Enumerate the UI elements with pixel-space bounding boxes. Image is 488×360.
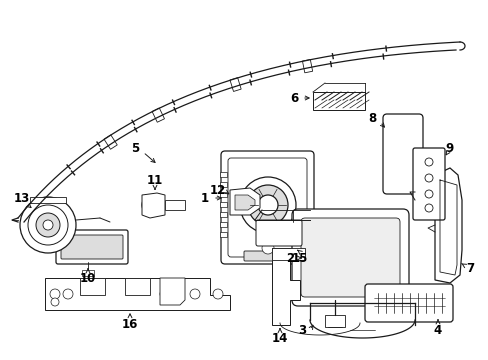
Polygon shape [235, 195, 254, 210]
Polygon shape [271, 248, 305, 260]
Text: 7: 7 [465, 261, 473, 274]
FancyBboxPatch shape [227, 158, 306, 257]
Text: 3: 3 [297, 324, 305, 337]
Circle shape [50, 289, 60, 299]
Bar [325, 315, 345, 327]
Text: 1: 1 [201, 192, 209, 204]
Polygon shape [30, 197, 66, 203]
Bar [220, 222, 226, 227]
Circle shape [424, 158, 432, 166]
Text: 13: 13 [14, 192, 30, 204]
Circle shape [146, 199, 158, 211]
Polygon shape [125, 278, 150, 295]
Circle shape [63, 289, 73, 299]
FancyBboxPatch shape [301, 218, 399, 297]
Polygon shape [302, 59, 312, 73]
Circle shape [213, 289, 223, 299]
FancyBboxPatch shape [256, 220, 302, 246]
Text: 6: 6 [289, 91, 298, 104]
Bar [220, 212, 226, 217]
Circle shape [262, 242, 273, 254]
FancyBboxPatch shape [291, 209, 408, 306]
Text: 2: 2 [285, 252, 293, 265]
Circle shape [20, 197, 76, 253]
Circle shape [190, 289, 200, 299]
Bar [220, 202, 226, 207]
Text: 14: 14 [271, 332, 287, 345]
FancyBboxPatch shape [61, 235, 123, 259]
FancyBboxPatch shape [244, 251, 275, 261]
Text: 4: 4 [433, 324, 441, 337]
Circle shape [43, 220, 53, 230]
Polygon shape [434, 168, 461, 283]
Polygon shape [229, 78, 241, 91]
Text: 15: 15 [291, 252, 307, 265]
Polygon shape [104, 135, 117, 149]
Text: 8: 8 [367, 112, 375, 125]
FancyBboxPatch shape [221, 151, 313, 264]
FancyBboxPatch shape [364, 284, 452, 322]
Bar [220, 192, 226, 197]
Polygon shape [80, 278, 105, 295]
Circle shape [258, 195, 278, 215]
Polygon shape [229, 188, 260, 215]
Circle shape [424, 190, 432, 198]
Circle shape [142, 195, 162, 215]
Circle shape [160, 289, 170, 299]
Polygon shape [271, 248, 299, 325]
Circle shape [247, 185, 287, 225]
Text: 11: 11 [146, 174, 163, 186]
FancyBboxPatch shape [382, 114, 422, 194]
Bar [82, 270, 94, 276]
Circle shape [36, 213, 60, 237]
Text: 10: 10 [80, 271, 96, 284]
Text: 9: 9 [445, 141, 453, 154]
Polygon shape [164, 200, 184, 210]
Polygon shape [152, 108, 164, 122]
Text: 5: 5 [131, 141, 139, 154]
Bar [220, 232, 226, 237]
Circle shape [240, 177, 295, 233]
FancyBboxPatch shape [56, 230, 128, 264]
Polygon shape [142, 193, 164, 218]
Bar [220, 172, 226, 177]
Circle shape [424, 174, 432, 182]
Text: 16: 16 [122, 319, 138, 332]
Circle shape [51, 298, 59, 306]
Circle shape [424, 204, 432, 212]
Polygon shape [45, 278, 229, 310]
Polygon shape [160, 278, 184, 305]
Circle shape [28, 205, 68, 245]
Text: 12: 12 [209, 184, 225, 197]
FancyBboxPatch shape [412, 148, 444, 220]
Bar [220, 182, 226, 187]
Bar [312, 92, 364, 110]
